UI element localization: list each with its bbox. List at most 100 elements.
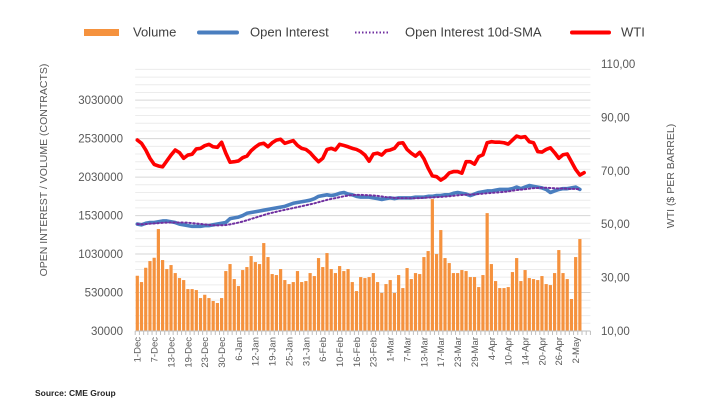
volume-bar <box>270 274 274 331</box>
left-axis-title: OPEN INTEREST / VOLUME (CONTRACTS) <box>38 64 50 277</box>
volume-bar <box>443 258 447 331</box>
left-tick-label: 2530000 <box>78 134 123 146</box>
volume-bars <box>135 199 582 331</box>
volume-bar <box>561 273 565 331</box>
volume-bar <box>148 261 152 331</box>
source-note: Source: CME Group <box>35 388 116 398</box>
volume-bar <box>569 298 574 331</box>
volume-bar <box>527 278 531 331</box>
volume-bar <box>456 273 460 331</box>
volume-bar <box>274 275 279 331</box>
x-tick-label: 23-Feb <box>369 337 380 367</box>
x-tick-label: 30-Dec <box>217 337 228 368</box>
right-tick-label: 90,00 <box>601 112 630 124</box>
volume-bar <box>426 251 430 331</box>
x-tick-label: 6-Jan <box>234 337 245 361</box>
volume-bar <box>207 298 211 331</box>
right-tick-label: 10,00 <box>601 326 630 338</box>
volume-bar <box>397 275 401 331</box>
volume-bar <box>312 276 316 331</box>
left-tick-label: 3030000 <box>78 95 123 107</box>
right-axis-title: WTI ($ PER BARREL) <box>665 124 677 228</box>
volume-bar <box>346 269 350 331</box>
volume-bar <box>531 279 536 331</box>
volume-bar <box>304 281 308 331</box>
left-y-axis: 30000 530000 1030000 1530000 2030000 2530000 3… <box>78 95 123 338</box>
volume-bar <box>460 270 464 331</box>
volume-bar <box>489 264 493 331</box>
volume-bar <box>371 273 375 331</box>
left-tick-label: 2030000 <box>78 172 123 184</box>
volume-bar <box>262 243 266 331</box>
volume-bar <box>447 263 451 331</box>
volume-bar <box>253 262 257 331</box>
volume-bar <box>156 229 160 331</box>
x-tick-label: 2-May <box>571 337 582 364</box>
legend-label-open-interest-sma: Open Interest 10d-SMA <box>405 25 542 40</box>
x-tick-label: 25-Jan <box>284 337 295 366</box>
volume-bar <box>380 292 384 331</box>
volume-bar <box>363 278 367 331</box>
left-tick-label: 530000 <box>85 288 123 300</box>
volume-bar <box>165 269 169 331</box>
volume-bar <box>510 272 515 331</box>
left-tick-label: 1030000 <box>78 249 123 261</box>
legend-swatch-volume <box>84 29 119 36</box>
volume-bar <box>283 280 287 331</box>
x-tick-label: 10-Feb <box>335 337 346 367</box>
volume-bar <box>523 270 527 331</box>
legend-label-wti: WTI <box>621 25 645 40</box>
volume-bar <box>220 298 224 331</box>
volume-bar <box>295 271 300 331</box>
volume-bar <box>434 254 439 331</box>
x-tick-label: 1-Mar <box>386 337 397 362</box>
volume-bar <box>338 266 342 331</box>
series-lines <box>135 134 586 229</box>
volume-bar <box>135 275 139 331</box>
volume-bar <box>169 265 173 331</box>
volume-bar <box>493 281 498 331</box>
volume-bar <box>409 279 413 331</box>
volume-bar <box>422 257 426 331</box>
x-tick-label: 4-Apr <box>487 337 498 360</box>
volume-bar <box>215 302 219 331</box>
volume-bar <box>350 282 354 331</box>
right-tick-label: 50,00 <box>601 219 630 231</box>
legend: Volume Open Interest Open Interest 10d-S… <box>84 25 645 40</box>
volume-bar <box>333 273 338 331</box>
volume-bar <box>266 257 270 331</box>
legend-item-volume: Volume <box>84 25 176 40</box>
volume-bar <box>245 267 249 331</box>
volume-bar <box>544 284 548 331</box>
volume-bar <box>321 267 325 331</box>
volume-bar <box>536 280 540 331</box>
legend-label-open-interest: Open Interest <box>250 25 329 40</box>
volume-bar <box>152 257 156 331</box>
legend-item-wti: WTI <box>570 25 645 40</box>
legend-item-open-interest-sma: Open Interest 10d-SMA <box>355 25 542 40</box>
x-tick-label: 7-Dec <box>150 337 161 363</box>
volume-bar <box>540 276 544 331</box>
wti-line <box>135 134 586 182</box>
volume-bar <box>515 258 519 331</box>
x-tick-label: 23-Dec <box>200 337 211 368</box>
x-tick-label: 16-Feb <box>352 337 363 367</box>
volume-bar <box>160 260 165 331</box>
volume-bar <box>316 258 321 331</box>
right-tick-label: 70,00 <box>601 166 630 178</box>
volume-bar <box>548 285 552 331</box>
legend-item-open-interest: Open Interest <box>197 25 329 40</box>
volume-bar <box>485 213 489 331</box>
volume-bar <box>502 288 506 331</box>
volume-bar <box>498 288 502 331</box>
volume-bar <box>232 279 236 331</box>
volume-bar <box>359 277 363 331</box>
volume-bar <box>211 300 215 331</box>
volume-bar <box>405 268 409 331</box>
x-tick-label: 13-Dec <box>166 337 177 368</box>
volume-bar <box>413 273 418 331</box>
volume-bar <box>224 271 228 331</box>
volume-bar <box>451 273 456 331</box>
gridlines <box>135 68 591 324</box>
